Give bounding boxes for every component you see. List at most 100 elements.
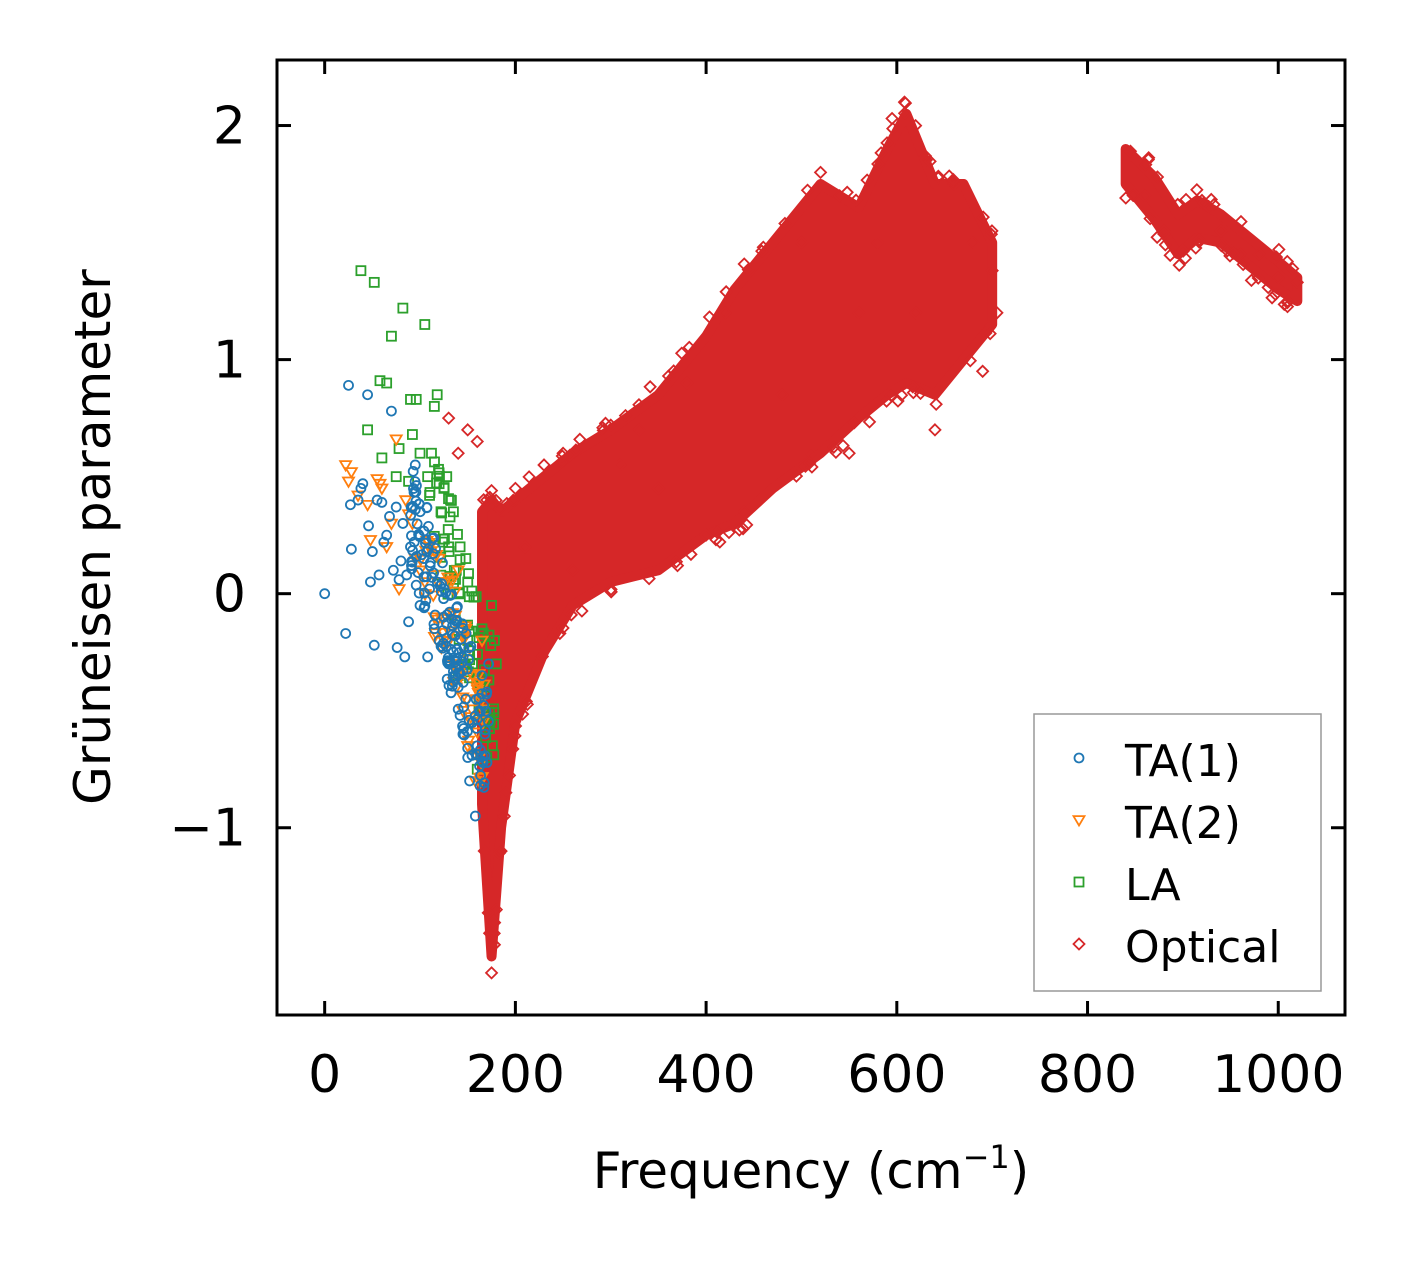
optical-point — [477, 844, 492, 858]
optical-point — [984, 227, 999, 241]
ta1-point — [424, 583, 435, 595]
ta1-point — [479, 724, 491, 736]
optical-point — [618, 408, 633, 423]
optical-point — [802, 456, 817, 470]
ta1-point — [467, 717, 478, 728]
optical-point — [946, 172, 961, 187]
optical-point — [836, 438, 850, 453]
optical-point — [522, 470, 536, 484]
legend-label-optical: Optical — [1125, 922, 1280, 973]
optical-point — [1137, 188, 1152, 203]
y-tick-label: 1 — [213, 331, 246, 391]
optical-point — [1170, 197, 1185, 212]
ta2-point — [341, 476, 356, 489]
optical-point — [975, 364, 990, 379]
la-point — [419, 319, 431, 330]
optical-point — [680, 376, 694, 390]
optical-point — [699, 528, 713, 542]
optical-point — [874, 146, 888, 160]
la-point — [428, 401, 440, 412]
optical-point — [569, 443, 583, 457]
ta1-point — [435, 586, 447, 597]
ta1-point — [412, 567, 424, 579]
optical-point — [674, 346, 689, 361]
optical-point — [487, 926, 501, 941]
optical-point — [909, 306, 923, 320]
ta1-point — [477, 757, 489, 769]
ta1-point — [366, 546, 378, 557]
optical-point — [508, 481, 523, 496]
ta2-point — [474, 635, 490, 648]
ta1-point — [478, 777, 490, 789]
optical-point — [756, 240, 771, 255]
la-point — [448, 506, 459, 518]
optical-point — [519, 694, 534, 709]
ta1-point — [403, 616, 414, 628]
optical-point — [520, 697, 535, 712]
la-point — [489, 635, 500, 646]
optical-point — [1204, 192, 1219, 207]
optical-point — [508, 719, 523, 733]
optical-point — [789, 469, 804, 483]
x-tick-label: 200 — [466, 1045, 565, 1105]
optical-point — [737, 257, 752, 271]
la-point — [438, 482, 450, 494]
optical-point — [537, 458, 551, 472]
optical-point — [1280, 254, 1295, 269]
optical-point — [1207, 197, 1221, 212]
ta1-point — [345, 499, 356, 511]
ta1-point — [422, 651, 434, 663]
optical-point — [565, 563, 580, 578]
optical-point — [1157, 224, 1171, 238]
y-axis-label: Grüneisen parameter — [64, 269, 122, 805]
optical-point — [1172, 258, 1186, 272]
ta1-point — [384, 511, 395, 522]
optical-point — [481, 906, 496, 920]
optical-point — [1176, 244, 1190, 258]
optical-point — [880, 136, 894, 150]
optical-point — [842, 446, 856, 461]
ta2-point — [451, 565, 466, 578]
ta1-point — [437, 557, 448, 569]
la-point — [435, 506, 447, 518]
ta1-point — [454, 709, 466, 721]
ta1-point — [419, 600, 431, 612]
ta1-point — [421, 571, 432, 583]
optical-point — [1233, 247, 1247, 262]
optical-point — [719, 285, 733, 299]
la-point — [490, 658, 502, 670]
optical-point — [1265, 291, 1279, 305]
optical-point — [487, 938, 502, 952]
optical-point — [684, 547, 698, 562]
ticks-layer: 0 200 400 600 800 1000 −1 0 1 2 — [169, 60, 1345, 1105]
ta1-point — [414, 599, 426, 611]
optical-point — [931, 169, 946, 184]
ta2-point — [389, 434, 404, 447]
ta2-point — [344, 467, 359, 480]
optical-point — [718, 306, 732, 320]
optical-point — [682, 340, 697, 355]
ta2-point — [391, 584, 407, 597]
optical-point — [596, 420, 610, 435]
optical-point — [1269, 250, 1284, 264]
optical-point — [798, 459, 813, 474]
ta1-point — [462, 752, 474, 763]
ta2-point — [360, 499, 375, 513]
optical-point — [518, 540, 532, 554]
la-point — [362, 424, 373, 436]
ta1-point — [386, 405, 397, 417]
optical-point — [983, 326, 997, 341]
x-tick-label: 1000 — [1212, 1045, 1344, 1105]
optical-point — [487, 915, 502, 930]
ta1-point — [464, 775, 476, 787]
optical-point — [913, 386, 928, 401]
x-axis-label: Frequency (cm−1) — [593, 1138, 1030, 1200]
ta2-point — [465, 670, 480, 683]
la-point — [468, 591, 480, 603]
ta1-point — [456, 618, 468, 630]
optical-point — [492, 846, 507, 860]
optical-point — [460, 423, 475, 437]
optical-point — [1143, 211, 1157, 226]
la-point — [407, 429, 418, 440]
ta1-point — [345, 543, 357, 555]
